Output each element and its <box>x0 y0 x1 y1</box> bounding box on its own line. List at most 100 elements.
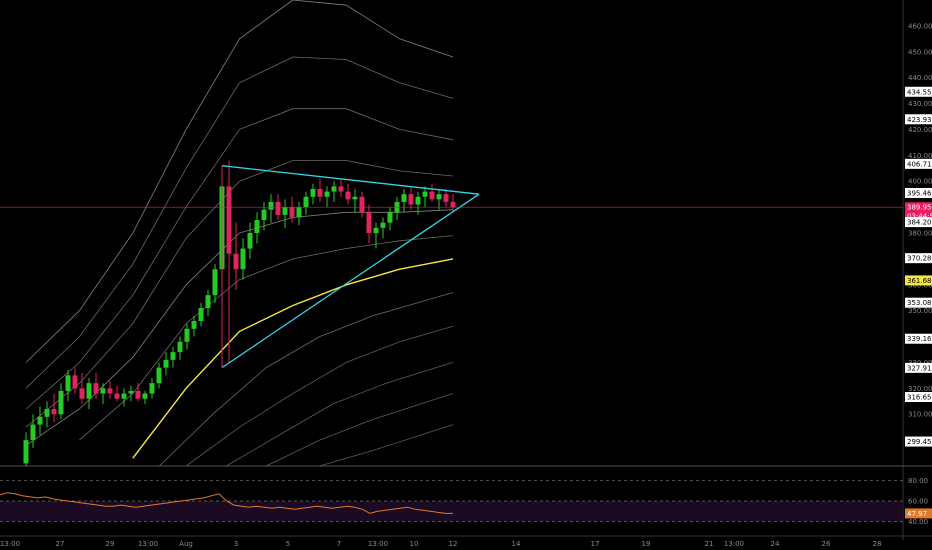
candle-body <box>289 207 295 218</box>
time-tick-label: 10 <box>410 540 419 548</box>
candle-body <box>254 220 260 233</box>
time-tick-label: 24 <box>771 540 780 548</box>
price-tick-label: 440.00 <box>908 74 932 82</box>
price-badge-label: 434.55 <box>907 88 932 96</box>
price-badge-label: 370.28 <box>907 255 932 263</box>
price-tick-label: 420.00 <box>908 126 932 134</box>
price-badge <box>905 362 932 373</box>
candle-body <box>352 196 358 200</box>
triangle-upper-line <box>221 165 480 195</box>
rsi-line <box>0 492 453 514</box>
band-upper3 <box>25 108 454 410</box>
price-tick-label: 310.00 <box>908 411 932 419</box>
candle-body <box>114 393 120 399</box>
time-tick-label: 13:00 <box>368 540 388 548</box>
candle-body <box>317 188 323 197</box>
band-lower3 <box>185 325 454 467</box>
price-badge <box>905 333 932 344</box>
band-lower2 <box>159 292 454 467</box>
candle-body <box>170 352 176 360</box>
band-lower5 <box>266 393 454 467</box>
candle-body <box>373 227 379 233</box>
price-badge <box>905 86 932 97</box>
candle-body <box>436 194 442 200</box>
candle-body <box>51 409 57 415</box>
time-tick-label: 28 <box>873 540 882 548</box>
candle-body <box>226 186 232 254</box>
price-tick-label: 450.00 <box>908 48 932 56</box>
price-tick-label: 460.00 <box>908 22 932 30</box>
time-tick-label: Aug <box>179 540 193 548</box>
candle-body <box>177 341 183 353</box>
candle-body <box>156 367 162 384</box>
candle-body <box>149 383 155 394</box>
price-badge-label: 361.68 <box>907 277 932 285</box>
candle-body <box>261 209 267 221</box>
time-tick-label: 12 <box>449 540 458 548</box>
candle-body <box>65 375 71 391</box>
candle-body <box>212 269 218 296</box>
time-tick-label: 17 <box>591 540 600 548</box>
candle-body <box>366 212 372 233</box>
candle-body <box>268 201 274 210</box>
time-tick-label: 7 <box>337 540 341 548</box>
price-badge <box>905 436 932 447</box>
candle-body <box>30 424 36 441</box>
candle-body <box>401 194 407 202</box>
band-mid_upper <box>25 160 454 428</box>
candle-body <box>450 201 456 208</box>
candle-body <box>72 375 78 389</box>
candle-body <box>296 207 302 218</box>
price-badge-label: 299.45 <box>907 438 932 446</box>
candle-body <box>247 233 253 249</box>
time-tick-label: 29 <box>106 540 115 548</box>
time-tick-label: 21 <box>705 540 714 548</box>
price-badge <box>905 114 932 125</box>
price-badge-label: 389.95 <box>907 204 932 212</box>
time-tick-label: 26 <box>822 540 831 548</box>
candle-body <box>86 383 92 399</box>
rsi-tick-label: 60.00 <box>908 498 928 506</box>
candle-body <box>128 390 134 394</box>
band-basis <box>25 209 454 446</box>
candle-body <box>324 191 330 197</box>
candle-body <box>44 409 50 417</box>
candle-body <box>23 440 29 464</box>
time-tick-label: 19 <box>642 540 651 548</box>
candle-body <box>142 393 148 399</box>
price-badge-label: 423.93 <box>907 116 932 124</box>
candle-body <box>338 186 344 192</box>
price-tick-label: 380.00 <box>908 230 932 238</box>
price-axis: 460.00 450.00 440.00 430.00 420.00 410.00 400.… <box>905 22 932 447</box>
candle-body <box>310 188 316 197</box>
price-badge-label: 384.20 <box>907 219 932 227</box>
candle-body <box>37 416 43 425</box>
candle-body <box>282 207 288 215</box>
candle-body <box>205 295 211 309</box>
candle-body <box>233 253 239 270</box>
band-yellow <box>132 258 454 459</box>
candle-body <box>359 196 365 213</box>
candle-body <box>184 328 190 342</box>
candle-body <box>163 359 169 368</box>
candle-body <box>387 212 393 223</box>
price-badge-label: 316.65 <box>907 394 932 402</box>
price-badge <box>905 202 932 213</box>
band-upper <box>25 0 454 363</box>
time-tick-label: 5 <box>286 540 290 548</box>
price-badge <box>905 253 932 264</box>
price-badge <box>905 210 932 221</box>
time-tick-label: 13:00 <box>138 540 158 548</box>
time-tick-label: 27 <box>56 540 65 548</box>
price-badge-label: 03:44:53 <box>907 212 932 220</box>
time-tick-label: 13:00 <box>724 540 744 548</box>
rsi-badge-label: 47.97 <box>907 510 927 518</box>
price-badge-label: 339.16 <box>907 335 932 343</box>
price-badge <box>905 392 932 403</box>
band-upper2 <box>25 56 454 389</box>
time-tick-label: 14 <box>512 540 521 548</box>
price-badge <box>905 158 932 169</box>
